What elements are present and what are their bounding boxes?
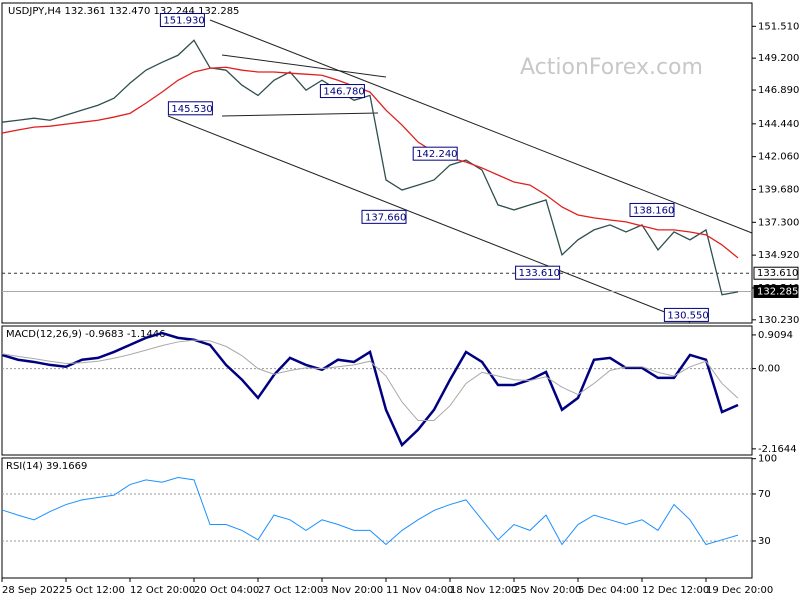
y-tick-label: 0.9094	[758, 330, 793, 341]
price-annotation: 133.610	[519, 268, 560, 279]
x-tick-label: 12 Oct 20:00	[130, 585, 195, 596]
panel-title: RSI(14) 39.1669	[6, 461, 87, 472]
series-line	[1, 476, 739, 546]
channel-upper	[209, 19, 753, 234]
x-tick-label: 5 Dec 04:00	[578, 585, 639, 596]
price-annotation: 130.550	[667, 310, 708, 321]
x-tick-label: 25 Nov 20:00	[514, 585, 581, 596]
macd-panel	[1, 325, 753, 456]
x-tick-label: 20 Oct 04:00	[194, 585, 259, 596]
y-tick-label: 130.230	[758, 315, 799, 326]
price-annotation: 138.160	[633, 205, 674, 216]
panel-title: MACD(12,26,9) -0.9683 -1.1446	[6, 329, 166, 340]
price-annotation-box	[663, 307, 709, 322]
y-tick-label: 137.300	[758, 217, 799, 228]
price-label: 133.610	[757, 268, 798, 279]
price-annotation: 145.530	[171, 104, 212, 115]
x-tick-label: 19 Dec 20:00	[706, 585, 773, 596]
watermark: ActionForex.com	[520, 55, 703, 80]
price-annotation: 151.930	[163, 16, 204, 27]
panel-title: USDJPY,H4 132.361 132.470 132.244 132.28…	[8, 6, 239, 17]
x-tick-label: 5 Oct 12:00	[66, 585, 125, 596]
y-tick-label: 100	[758, 454, 777, 465]
x-tick-label: 18 Nov 12:00	[450, 585, 517, 596]
x-tick-label: 11 Nov 04:00	[386, 585, 453, 596]
y-tick-label: 142.060	[758, 152, 799, 163]
x-tick-label: 12 Dec 12:00	[642, 585, 709, 596]
price-annotation-box	[629, 202, 675, 217]
price-annotation-box	[515, 265, 561, 280]
series-line	[1, 39, 739, 296]
series-line	[1, 331, 739, 448]
channel-lower	[167, 115, 691, 323]
price-label-box	[753, 284, 799, 298]
y-tick-label: 30	[758, 536, 771, 547]
y-tick-label: 149.200	[758, 53, 799, 64]
x-tick-label: 27 Oct 12:00	[258, 585, 323, 596]
rsi-panel	[1, 457, 753, 579]
series-line	[1, 66, 739, 259]
y-tick-label: 144.440	[758, 119, 799, 130]
price-label-box	[753, 266, 799, 280]
price-annotation-box	[412, 146, 458, 161]
price-annotation: 137.660	[365, 212, 406, 223]
price-annotation-box	[361, 209, 407, 224]
y-tick-label: 134.920	[758, 250, 799, 261]
triangle-upper	[221, 54, 387, 78]
price-annotation-box	[159, 13, 205, 28]
y-tick-label: -2.1644	[758, 444, 797, 455]
price-annotation-box	[319, 84, 365, 99]
y-tick-label: 70	[758, 489, 771, 500]
series-line	[1, 339, 739, 422]
triangle-lower	[221, 112, 379, 117]
x-tick-label: 28 Sep 2022	[2, 585, 65, 596]
price-annotation-box	[167, 101, 213, 116]
price-annotation: 142.240	[416, 149, 457, 160]
y-tick-label: 146.890	[758, 85, 799, 96]
x-tick-label: 3 Nov 20:00	[322, 585, 383, 596]
price-annotation: 146.780	[323, 87, 364, 98]
y-tick-label: 139.680	[758, 184, 799, 195]
price-panel	[1, 2, 753, 324]
y-tick-label: 151.510	[758, 21, 799, 32]
y-tick-label: 0.00	[758, 364, 780, 375]
price-label: 132.285	[757, 286, 798, 297]
